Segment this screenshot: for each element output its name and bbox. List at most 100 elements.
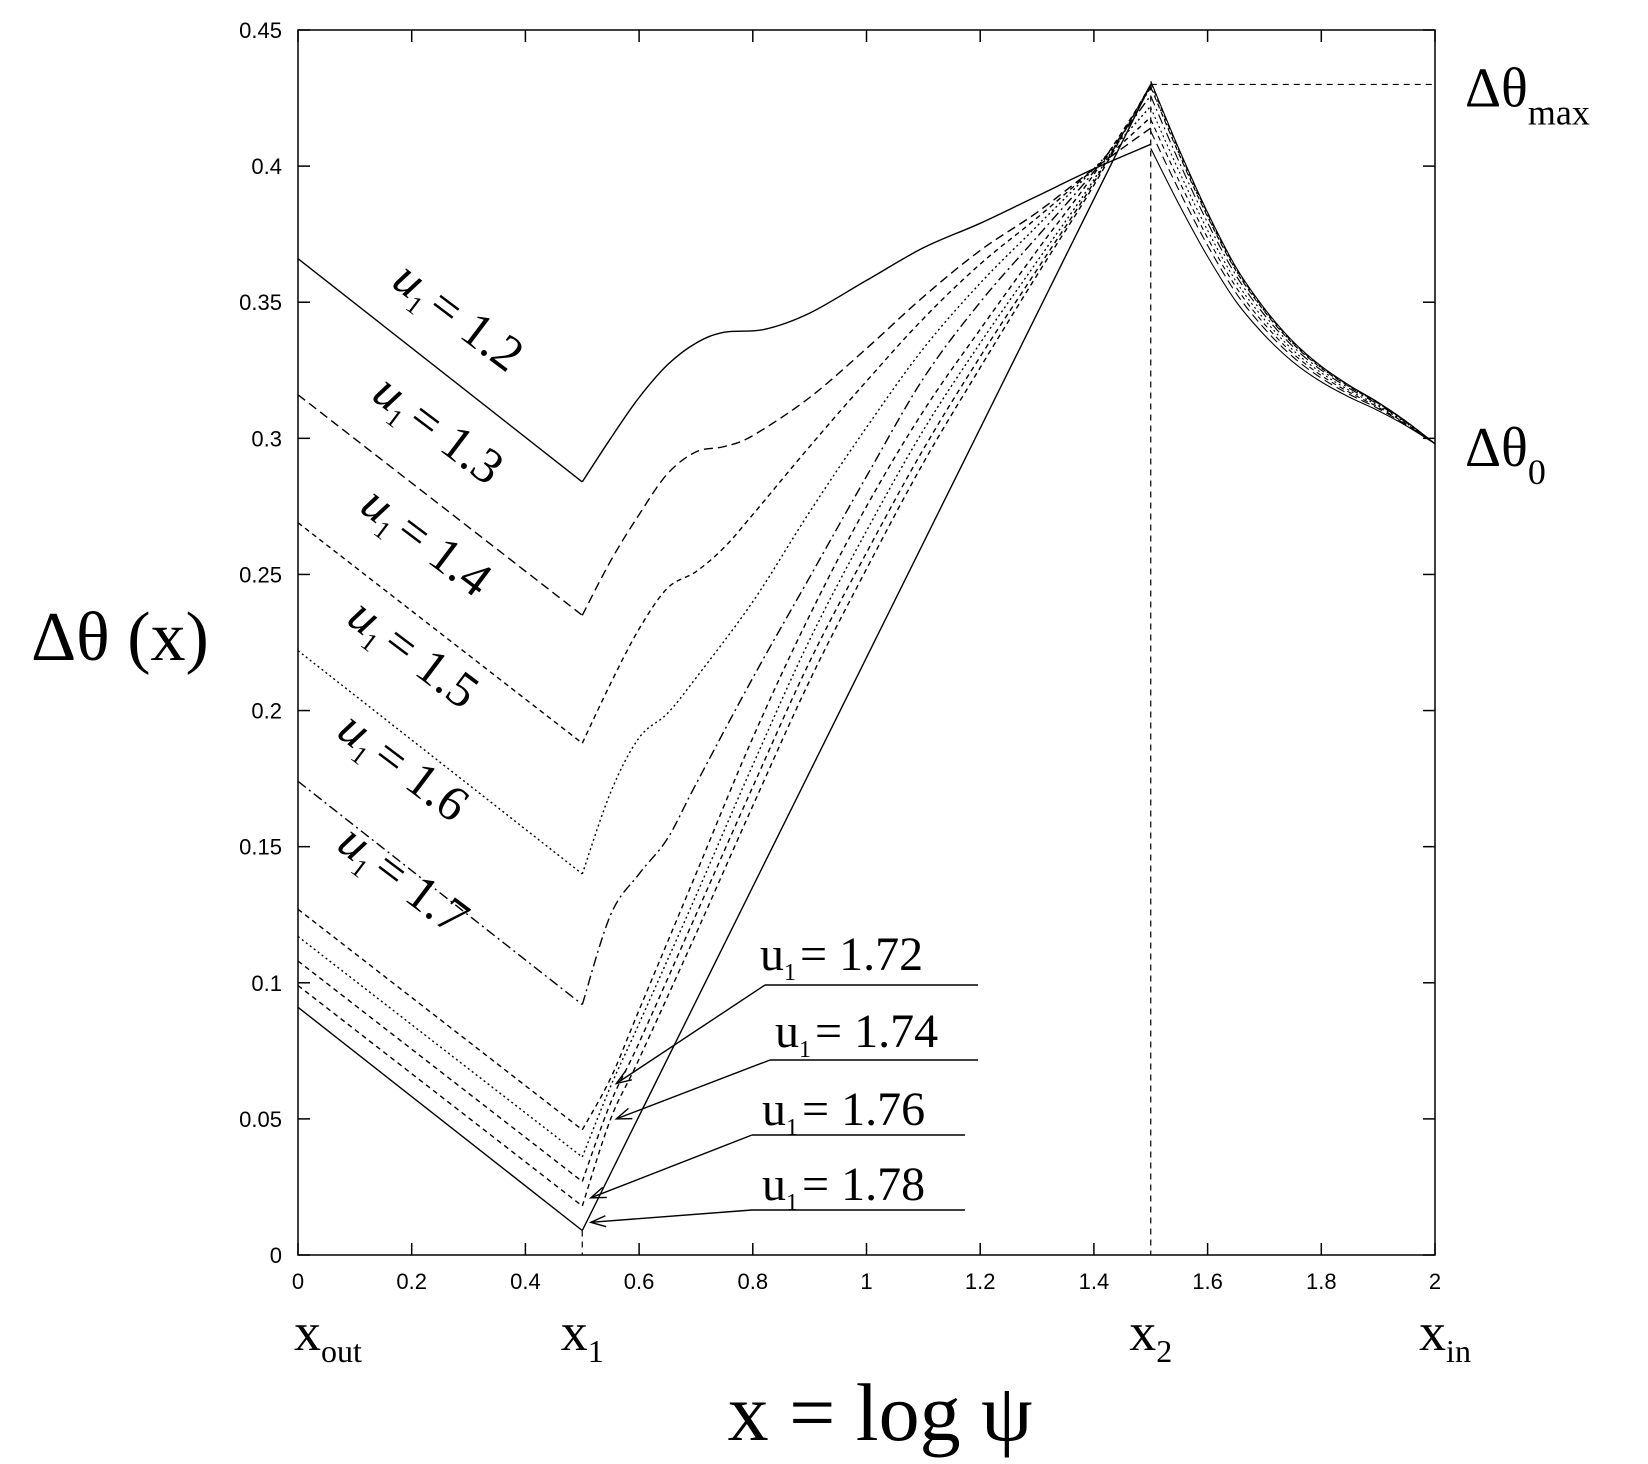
series-decay-line: [1150, 86, 1436, 445]
series-label-subscript: 1: [799, 1037, 811, 1063]
x-tick-label: 1.8: [1306, 1269, 1337, 1294]
axis-ticks: 0 0.2 0.4 0.6 0.8 1 1.2 1.4 1.6 1.8 2 0 0.05 0.1 0.15 0…: [239, 18, 1441, 1294]
callout-leader-line: [590, 1209, 753, 1224]
series-label-value: = 1.7: [364, 839, 480, 946]
series-rise-line: [581, 84, 1152, 1207]
series-descent-line: [297, 935, 583, 1158]
y-axis-title: Δθ (x): [31, 599, 209, 676]
right-marker-subscript: 0: [1528, 452, 1546, 492]
x-tick-label: 0.2: [396, 1269, 427, 1294]
guide-lines: [581, 83, 1435, 1255]
series-label-subscript: 1: [784, 960, 796, 986]
series-label-symbol: u: [760, 928, 784, 981]
x-tick-label: 0: [292, 1269, 304, 1294]
x-marker-label: x2: [1129, 1302, 1172, 1369]
x-axis-title: x = log ψ: [728, 1367, 1033, 1458]
series-label: u1= 1.6: [325, 699, 479, 836]
x-tick-label: 1: [860, 1269, 872, 1294]
right-marker-label: Δθ0: [1465, 417, 1546, 492]
series-rise-line: [581, 84, 1152, 1182]
y-tick-label: 0.1: [251, 971, 282, 996]
y-tick-label: 0.25: [239, 562, 282, 587]
series-label-subscript: 1: [786, 1190, 798, 1216]
callout-leader-line: [615, 984, 766, 1085]
labels: u1= 1.2u1= 1.3u1= 1.4u1= 1.5u1= 1.6u1= 1…: [31, 57, 1590, 1458]
x-marker-subscript: out: [321, 1333, 362, 1369]
series-rise-line: [581, 94, 1152, 1005]
y-tick-label: 0.05: [239, 1107, 282, 1132]
right-marker-symbol: Δθ: [1465, 57, 1528, 119]
x-marker-subscript: in: [1446, 1333, 1471, 1369]
series-label-symbol: u: [775, 1005, 799, 1058]
series-callout-label: u1= 1.78: [762, 1158, 925, 1216]
series-rise-line: [581, 116, 1152, 744]
y-tick-label: 0.3: [251, 426, 282, 451]
series-label-value: = 1.5: [374, 613, 490, 720]
series-2: [297, 127, 1436, 616]
series-label-value: = 1.78: [802, 1158, 925, 1211]
series-3: [297, 116, 1436, 744]
y-tick-label: 0.4: [251, 154, 282, 179]
x-marker-symbol: x: [561, 1302, 588, 1362]
right-marker-label: Δθmax: [1465, 57, 1590, 132]
series-decay-line: [1150, 107, 1436, 445]
x-tick-label: 2: [1429, 1269, 1441, 1294]
series-descent-line: [297, 960, 583, 1183]
x-tick-label: 1.6: [1192, 1269, 1223, 1294]
x-tick-label: 1.2: [965, 1269, 996, 1294]
series-rise-line: [581, 86, 1152, 1131]
right-marker-subscript: max: [1528, 92, 1590, 132]
series-decay-line: [1150, 131, 1436, 445]
x-marker-symbol: x: [1129, 1302, 1156, 1362]
series-label-value: = 1.4: [387, 501, 503, 608]
callout-leader-line: [616, 1059, 771, 1120]
series-decay-line: [1150, 86, 1436, 445]
x-marker-symbol: x: [294, 1302, 321, 1362]
x-marker-label: xout: [294, 1302, 362, 1369]
series-5: [297, 94, 1436, 1006]
x-marker-symbol: x: [1419, 1302, 1446, 1362]
series-10: [297, 80, 1436, 1232]
series-6: [297, 86, 1436, 1131]
x-tick-label: 1.4: [1079, 1269, 1110, 1294]
x-tick-label: 0.8: [738, 1269, 769, 1294]
callout-arrowhead: [588, 1186, 607, 1199]
series-4: [297, 105, 1436, 875]
series-rise-line: [581, 127, 1152, 616]
series-label-value: = 1.3: [399, 389, 515, 496]
series-label-symbol: u: [762, 1158, 786, 1211]
callout-arrowhead: [614, 1107, 633, 1120]
y-tick-label: 0.45: [239, 18, 282, 43]
series-descent-line: [297, 908, 583, 1131]
series-decay-line: [1150, 80, 1436, 445]
plot-frame: [297, 29, 1436, 1256]
series-decay-line: [1150, 95, 1436, 445]
x-tick-label: 0.6: [624, 1269, 655, 1294]
series-rise-line: [581, 84, 1152, 1231]
x-marker-label: xin: [1419, 1302, 1471, 1369]
series-callout-label: u1= 1.76: [762, 1083, 925, 1141]
series-callout-label: u1= 1.74: [775, 1005, 938, 1063]
series-lines: [297, 80, 1436, 1232]
series-rise-line: [581, 105, 1152, 875]
series-decay-line: [1150, 82, 1436, 445]
y-tick-label: 0.15: [239, 835, 282, 860]
series-decay-line: [1150, 81, 1436, 445]
series-descent-line: [297, 780, 583, 1006]
callout-leader-line: [590, 1134, 753, 1199]
series-decay-line: [1150, 119, 1436, 445]
series-label-value: = 1.72: [800, 928, 923, 981]
series-descent-line: [297, 984, 583, 1207]
series-callout-label: u1= 1.72: [760, 928, 923, 986]
callout-arrowhead: [588, 1215, 607, 1228]
series-7: [297, 86, 1436, 1158]
series-descent-line: [297, 394, 583, 616]
y-tick-label: 0.2: [251, 699, 282, 724]
series-descent-line: [297, 1006, 583, 1232]
x-tick-label: 0.4: [510, 1269, 541, 1294]
y-tick-label: 0: [270, 1243, 282, 1268]
callout-arrowhead: [614, 1070, 633, 1085]
series-label-subscript: 1: [786, 1115, 798, 1141]
series-label-symbol: u: [762, 1083, 786, 1136]
